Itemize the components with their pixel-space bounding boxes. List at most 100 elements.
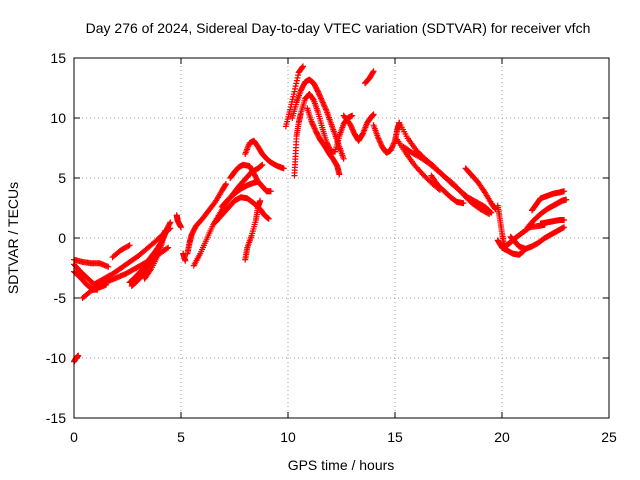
data-point-t5 bbox=[163, 245, 170, 252]
data-point-t14 bbox=[222, 181, 229, 187]
data-point-t23 bbox=[309, 119, 316, 126]
data-point-t15 bbox=[265, 215, 272, 222]
data-point-t13 bbox=[259, 161, 266, 168]
data-point-t29 bbox=[486, 211, 493, 217]
data-point-t17 bbox=[267, 188, 274, 195]
y-tick-label: 15 bbox=[50, 50, 66, 66]
data-point-t24 bbox=[370, 111, 377, 118]
data-point-t24 bbox=[348, 123, 355, 130]
data-point-t26 bbox=[374, 134, 381, 141]
data-point-t21 bbox=[315, 89, 322, 96]
data-point-t25 bbox=[370, 68, 377, 75]
data-point-t3 bbox=[105, 263, 112, 270]
data-point-t11 bbox=[178, 224, 184, 231]
x-tick-label: 15 bbox=[387, 429, 403, 445]
data-point-t21 bbox=[322, 105, 329, 112]
data-point-t26 bbox=[376, 138, 383, 145]
data-point-t23 bbox=[336, 171, 343, 178]
data-point-t30 bbox=[460, 200, 467, 207]
data-point-t20 bbox=[299, 64, 306, 71]
data-point-t26 bbox=[390, 140, 397, 147]
x-tick-label: 25 bbox=[601, 429, 617, 445]
data-point-t21 bbox=[316, 92, 323, 99]
data-point-t24 bbox=[348, 125, 355, 132]
data-point-t36 bbox=[563, 196, 570, 203]
data-point-t20 bbox=[292, 85, 299, 92]
data-point-t21 bbox=[318, 95, 325, 102]
y-tick-label: -15 bbox=[46, 410, 66, 426]
data-point-t23 bbox=[311, 125, 318, 132]
data-point-t29 bbox=[484, 210, 491, 217]
data-point-t24 bbox=[347, 121, 354, 127]
data-point-t20 bbox=[294, 74, 301, 81]
data-point-t23 bbox=[309, 121, 316, 128]
data-point-t14 bbox=[222, 182, 229, 189]
data-point-t21 bbox=[320, 100, 327, 107]
x-tick-label: 10 bbox=[280, 429, 296, 445]
data-point-t20 bbox=[299, 63, 306, 70]
data-point-t21 bbox=[318, 96, 325, 103]
data-point-t26 bbox=[388, 146, 395, 153]
data-point-t38 bbox=[561, 217, 568, 223]
y-tick-label: -10 bbox=[46, 350, 66, 366]
y-tick-label: 10 bbox=[50, 110, 66, 126]
data-points bbox=[71, 63, 570, 365]
data-point-t10 bbox=[161, 227, 168, 234]
x-tick-label: 0 bbox=[70, 429, 78, 445]
data-point-t26 bbox=[387, 147, 394, 154]
plot-frame bbox=[73, 57, 610, 419]
data-point-t24 bbox=[350, 127, 357, 134]
x-tick-label: 5 bbox=[177, 429, 185, 445]
data-point-t21 bbox=[321, 102, 328, 109]
data-point-t21 bbox=[322, 106, 329, 113]
y-tick-label: 5 bbox=[58, 170, 66, 186]
data-point-t37 bbox=[561, 188, 568, 195]
data-point-t8 bbox=[166, 220, 173, 227]
data-point-t12 bbox=[182, 257, 189, 264]
data-point-t10 bbox=[147, 267, 154, 274]
data-point-t26 bbox=[390, 141, 397, 148]
data-point-t26 bbox=[376, 136, 383, 143]
data-point-t20 bbox=[295, 72, 302, 79]
data-point-t21 bbox=[319, 98, 326, 105]
data-point-t23 bbox=[310, 122, 317, 129]
grid-lines bbox=[74, 58, 609, 418]
y-tick-label: 0 bbox=[58, 230, 66, 246]
data-point-t22 bbox=[349, 112, 356, 119]
data-point-t35 bbox=[561, 224, 568, 231]
data-point-t5 bbox=[165, 244, 172, 251]
y-tick-label: -5 bbox=[54, 290, 67, 306]
x-axis-label: GPS time / hours bbox=[288, 457, 395, 473]
data-point-t7 bbox=[125, 242, 132, 249]
data-point-t26 bbox=[377, 141, 384, 148]
data-point-t24 bbox=[349, 126, 356, 133]
data-point-t21 bbox=[314, 88, 321, 95]
data-point-t26 bbox=[375, 135, 382, 142]
data-point-t24 bbox=[347, 122, 354, 129]
data-point-t26 bbox=[388, 144, 395, 151]
data-point-t26 bbox=[389, 143, 396, 150]
data-point-t21 bbox=[321, 103, 328, 110]
data-point-t8 bbox=[167, 219, 174, 226]
data-point-t23 bbox=[310, 124, 317, 131]
data-point-t18 bbox=[280, 165, 287, 172]
data-point-t20 bbox=[293, 77, 300, 84]
data-point-t20 bbox=[291, 88, 298, 95]
chart-title: Day 276 of 2024, Sidereal Day-to-day VTE… bbox=[86, 20, 591, 36]
x-tick-label: 20 bbox=[494, 429, 510, 445]
axis-ticks: 0 5 10 15 20 25 -15 -10 -5 0 5 10 15 bbox=[46, 50, 617, 445]
data-point-t21 bbox=[319, 99, 326, 106]
data-point-t4 bbox=[75, 352, 82, 359]
data-point-t19 bbox=[257, 197, 264, 204]
data-point-t20 bbox=[293, 80, 300, 87]
data-point-t21 bbox=[340, 155, 347, 162]
data-point-t25 bbox=[369, 69, 376, 76]
y-axis-label: SDTVAR / TECUs bbox=[5, 182, 21, 294]
data-point-t21 bbox=[317, 94, 324, 101]
data-point-t21 bbox=[316, 91, 323, 98]
data-point-t20 bbox=[292, 83, 299, 90]
data-point-t26 bbox=[377, 139, 384, 146]
data-point-t7 bbox=[126, 242, 133, 249]
data-point-t31 bbox=[491, 205, 498, 212]
